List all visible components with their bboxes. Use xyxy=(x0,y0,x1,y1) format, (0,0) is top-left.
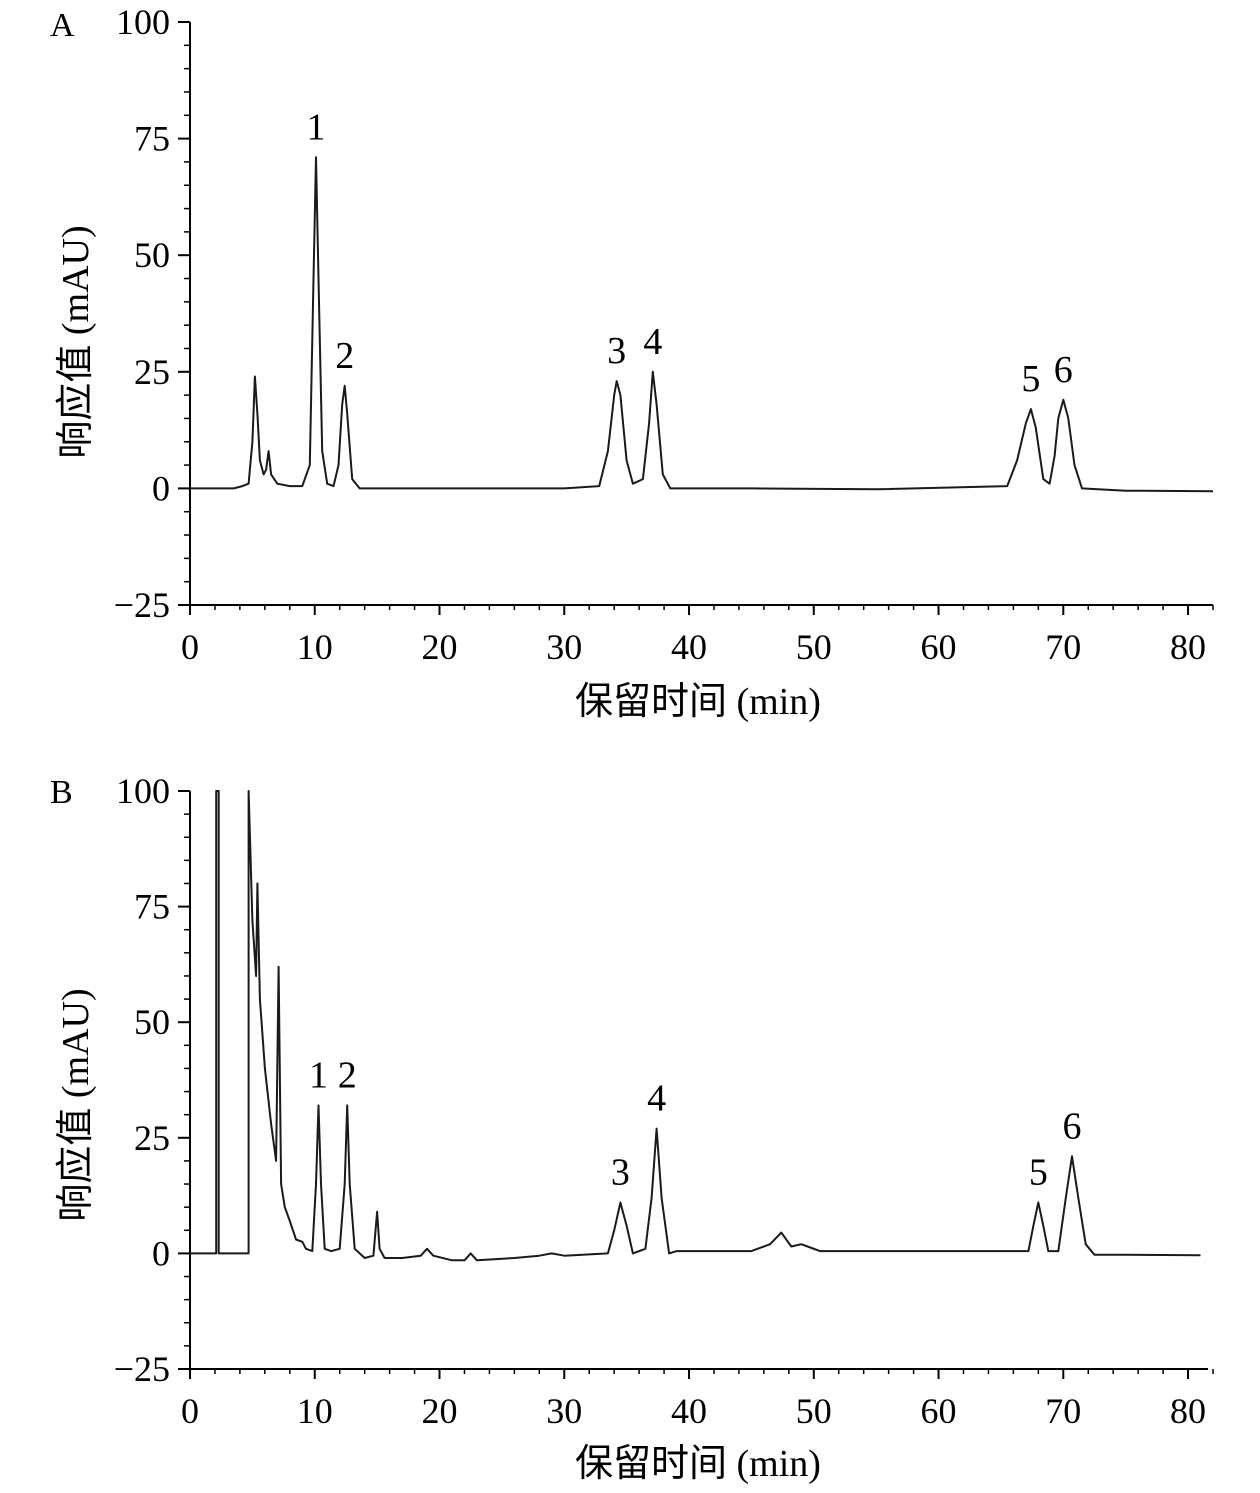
panel-b-x-tick-label: 80 xyxy=(1170,1391,1206,1431)
panel-a-x-tick-label: 50 xyxy=(796,627,832,667)
panel-a-chromatogram-line xyxy=(190,156,1214,493)
panel-a-x-tick-label: 30 xyxy=(546,627,582,667)
panel-a-x-tick-label: 0 xyxy=(181,627,199,667)
panel-a-x-axis-title: 保留时间 (min) xyxy=(575,681,821,723)
panel-a-peak-labels: 12 3 45 6 xyxy=(307,106,1073,400)
panel-b-peak-label-4: 4 xyxy=(647,1078,666,1120)
panel-b-y-tick-label: 0 xyxy=(152,1233,170,1273)
panel-b-y-tick-label: 25 xyxy=(134,1118,170,1158)
panel-a-trace xyxy=(190,156,1214,493)
panel-b-peak-labels: 1 2 34 56 xyxy=(309,1054,1082,1193)
panel-b-x-tick-label: 0 xyxy=(181,1391,199,1431)
panel-b-y-tick-label: −25 xyxy=(114,1349,170,1389)
panel-b-peak-label-2: 2 xyxy=(338,1054,357,1096)
panel-a-x-tick-label: 20 xyxy=(422,627,458,667)
panel-a-peak-label-3: 3 xyxy=(607,330,626,372)
panel-a-x-tick-label: 10 xyxy=(297,627,333,667)
panel-b-peak-label-6: 6 xyxy=(1063,1105,1082,1147)
panel-b-x-tick-label: 30 xyxy=(546,1391,582,1431)
panel-b-peak-label-3: 3 xyxy=(611,1152,630,1194)
panel-a-x-tick-label: 70 xyxy=(1045,627,1081,667)
panel-a-y-tick-label: 75 xyxy=(134,119,170,159)
panel-b-label: B xyxy=(50,774,73,811)
panel-b-peak-label-5: 5 xyxy=(1029,1152,1048,1194)
panel-b-x-tick-label: 20 xyxy=(422,1391,458,1431)
panel-b-x-axis-title: 保留时间 (min) xyxy=(575,1443,821,1485)
panel-a-x-tick-label: 80 xyxy=(1170,627,1206,667)
panel-b-x-tick-label: 60 xyxy=(921,1391,957,1431)
panel-a-y-tick-label: 0 xyxy=(152,468,170,508)
panel-a-peak-label-1: 1 xyxy=(307,106,326,148)
panel-a-y-tick-label: 100 xyxy=(116,2,170,42)
panel-b-peak-label-1: 1 xyxy=(309,1054,328,1096)
panel-a-peak-label-2: 2 xyxy=(335,335,354,377)
panel-a-y-tick-label: 50 xyxy=(134,235,170,275)
panel-b-x-tick-label: 40 xyxy=(671,1391,707,1431)
panel-b-x-tick-label: 70 xyxy=(1045,1391,1081,1431)
panel-b-y-axis-title: 响应值 (mAU) xyxy=(55,988,97,1221)
panel-b-y-tick-label: 75 xyxy=(134,887,170,927)
panel-a-y-axis-title: 响应值 (mAU) xyxy=(55,225,97,458)
panel-a-peak-label-6: 6 xyxy=(1054,349,1073,391)
panel-b-y-tick-label: 50 xyxy=(134,1002,170,1042)
panel-a-peak-label-4: 4 xyxy=(643,321,662,363)
panel-a-x-tick-label: 60 xyxy=(921,627,957,667)
panel-b-chromatogram-line xyxy=(190,790,1201,1262)
panel-a-label: A xyxy=(50,7,75,44)
panel-b-x-tick-label: 50 xyxy=(796,1391,832,1431)
panel-a-y-tick-label: −25 xyxy=(114,585,170,625)
panel-a-x-tick-label: 40 xyxy=(671,627,707,667)
panel-b-x-tick-label: 10 xyxy=(297,1391,333,1431)
panel-b-y-tick-label: 100 xyxy=(116,771,170,811)
panel-b-trace xyxy=(190,790,1201,1262)
panel-a-y-tick-label: 25 xyxy=(134,352,170,392)
panel-a-peak-label-5: 5 xyxy=(1021,358,1040,400)
